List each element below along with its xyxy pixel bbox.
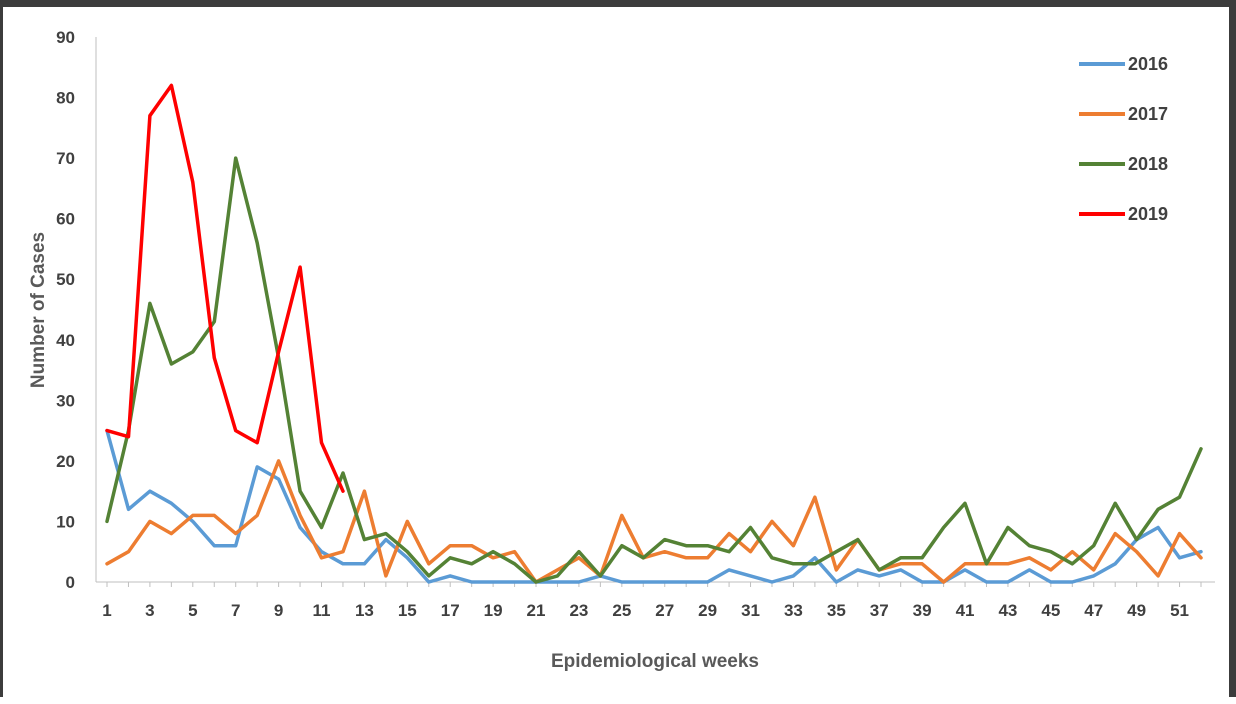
x-tick-label: 21 bbox=[527, 601, 546, 620]
x-axis-title: Epidemiological weeks bbox=[551, 651, 759, 672]
x-tick-label: 17 bbox=[441, 601, 460, 620]
y-tick-label: 70 bbox=[56, 149, 75, 168]
series-line-2016 bbox=[105, 428, 1203, 584]
series-line-2019 bbox=[105, 83, 345, 493]
y-tick-label: 40 bbox=[56, 331, 75, 350]
x-tick-label: 23 bbox=[569, 601, 588, 620]
x-tick-label: 29 bbox=[698, 601, 717, 620]
y-tick-label: 0 bbox=[66, 573, 75, 592]
x-tick-label: 13 bbox=[355, 601, 374, 620]
x-tick-label: 47 bbox=[1084, 601, 1103, 620]
y-tick-label: 90 bbox=[56, 28, 75, 47]
legend-label-2018: 2018 bbox=[1128, 154, 1168, 174]
x-tick-label: 31 bbox=[741, 601, 760, 620]
x-tick-label: 39 bbox=[913, 601, 932, 620]
line-chart: Number of Cases Epidemiological weeks 0 1… bbox=[28, 28, 1215, 672]
x-tick-label: 1 bbox=[102, 601, 111, 620]
x-tick-label: 11 bbox=[313, 601, 331, 620]
y-tick-label: 50 bbox=[56, 270, 75, 289]
series-line-2017 bbox=[105, 459, 1203, 584]
y-tick-label: 10 bbox=[56, 512, 75, 531]
x-tick-label: 5 bbox=[188, 601, 197, 620]
x-tick-label: 45 bbox=[1041, 601, 1060, 620]
x-tick-label: 49 bbox=[1127, 601, 1146, 620]
x-tick-label: 51 bbox=[1170, 601, 1189, 620]
x-tick-label: 3 bbox=[145, 601, 154, 620]
x-tick-label: 19 bbox=[484, 601, 503, 620]
x-tick-label: 25 bbox=[612, 601, 631, 620]
y-tick-label: 80 bbox=[56, 89, 75, 108]
y-tick-label: 20 bbox=[56, 452, 75, 471]
legend-label-2017: 2017 bbox=[1128, 104, 1168, 124]
x-tick-label: 35 bbox=[827, 601, 846, 620]
x-tick-label: 15 bbox=[398, 601, 417, 620]
y-tick-label: 60 bbox=[56, 210, 75, 229]
y-axis-title: Number of Cases bbox=[28, 232, 49, 388]
legend-label-2016: 2016 bbox=[1128, 54, 1168, 74]
x-tick-label: 41 bbox=[956, 601, 975, 620]
y-tick-label: 30 bbox=[56, 391, 75, 410]
x-tick-label: 27 bbox=[655, 601, 674, 620]
legend-label-2019: 2019 bbox=[1128, 204, 1168, 224]
x-tick-label: 33 bbox=[784, 601, 803, 620]
series-line-2018 bbox=[105, 156, 1203, 584]
x-tick-label: 9 bbox=[274, 601, 283, 620]
x-tick-label: 37 bbox=[870, 601, 889, 620]
x-tick-label: 43 bbox=[998, 601, 1017, 620]
x-tick-label: 7 bbox=[231, 601, 240, 620]
